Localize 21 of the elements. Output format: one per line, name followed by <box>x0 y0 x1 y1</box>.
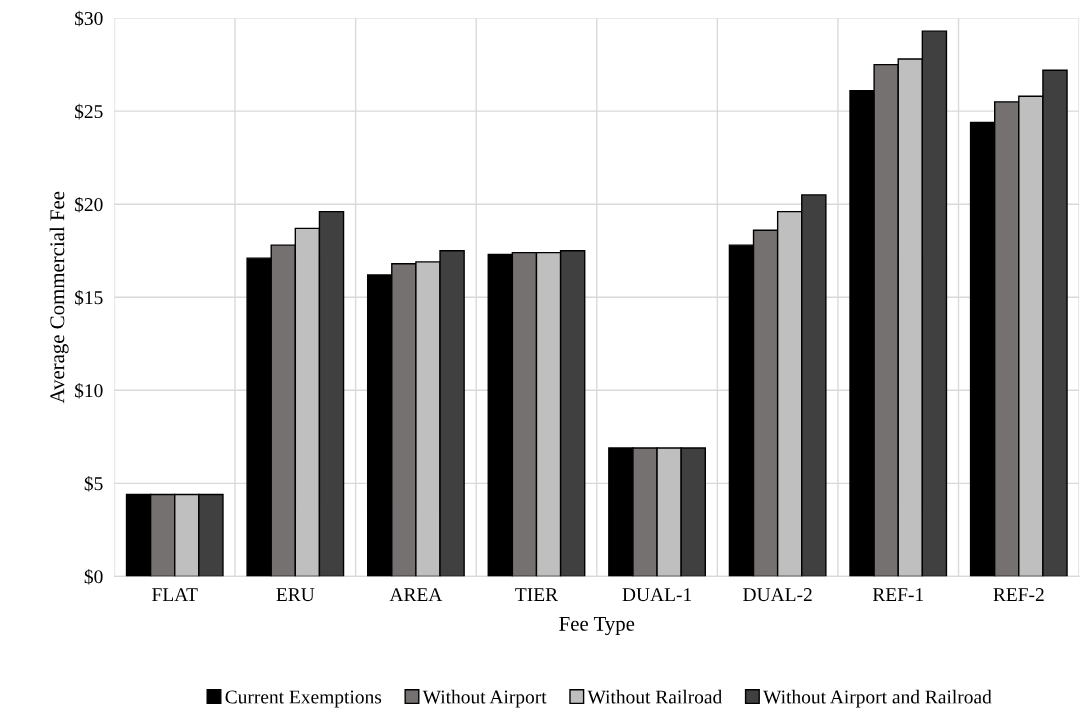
x-tick-label: ERU <box>276 588 315 602</box>
x-tick-label: FLAT <box>152 588 198 601</box>
x-tick-label: DUAL-2 <box>743 588 812 602</box>
y-tick-label: $20 <box>75 196 103 213</box>
x-tick-label: DUAL-1 <box>622 588 691 602</box>
legend-label: Without Airport <box>422 689 547 708</box>
y-tick-label: $0 <box>84 569 103 585</box>
legend-label: Without Airport and Railroad <box>763 689 992 708</box>
y-tick-label: $30 <box>75 10 103 27</box>
x-tick-label: TIER <box>515 588 559 601</box>
x-axis-title: Fee Type <box>559 616 635 636</box>
y-tick-label: $5 <box>84 476 103 492</box>
legend-label: Without Railroad <box>587 689 723 704</box>
x-tick-label: REF-2 <box>993 588 1044 601</box>
y-tick-label: $25 <box>75 103 103 120</box>
y-axis-title: Average Commercial Fee <box>49 191 69 404</box>
y-tick-label: $10 <box>75 382 103 399</box>
x-tick-label: REF-1 <box>872 588 923 601</box>
x-tick-label: AREA <box>389 588 443 601</box>
legend-label: Current Exemptions <box>225 690 382 708</box>
y-tick-label: $15 <box>75 289 103 306</box>
